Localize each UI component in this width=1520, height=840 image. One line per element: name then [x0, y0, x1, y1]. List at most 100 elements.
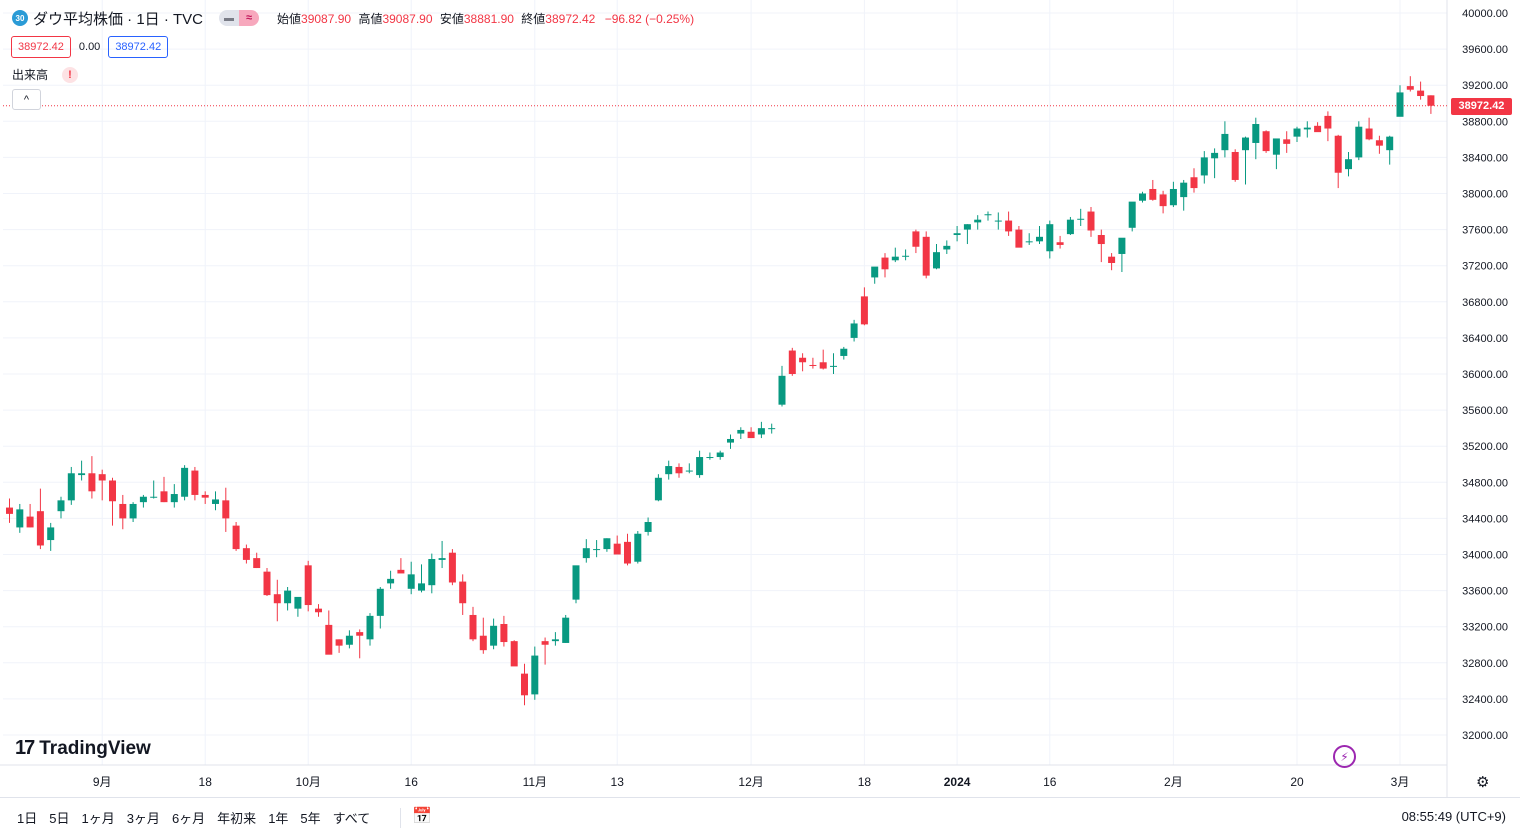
range-1y[interactable]: 1年	[268, 811, 289, 826]
y-tick-label: 40000.00	[1462, 8, 1508, 20]
candle-body	[428, 559, 436, 586]
candle-body	[98, 474, 106, 481]
warning-icon[interactable]: !	[62, 66, 79, 83]
candle-body	[1149, 188, 1157, 200]
candle-body	[1314, 125, 1322, 133]
candle-body	[1118, 237, 1126, 254]
x-tick-label: 16	[1043, 775, 1057, 789]
candle-body	[407, 574, 415, 589]
collapse-legend-button[interactable]: ^	[12, 89, 41, 110]
candle-body	[387, 578, 395, 584]
candle-body	[1077, 218, 1085, 220]
candle-body	[212, 499, 219, 504]
x-tick-label: 3月	[1391, 775, 1410, 789]
y-tick-label: 32800.00	[1462, 658, 1508, 670]
price-chart[interactable]: 32000.00 32400.00 32800.00 33200.00 33600.00…	[0, 0, 1520, 797]
lightning-icon[interactable]: ⚡	[1333, 745, 1356, 768]
candle-body	[109, 480, 116, 502]
candle-body	[222, 500, 230, 519]
y-tick-label: 38800.00	[1462, 116, 1508, 128]
settings-gear-icon[interactable]: ⚙	[1476, 774, 1490, 791]
candle-body	[294, 596, 302, 609]
change-value: −96.82 (−0.25%)	[604, 11, 695, 26]
sell-price-box[interactable]: 38972.42	[11, 36, 71, 58]
clock-timezone[interactable]: 08:55:49 (UTC+9)	[1401, 809, 1506, 824]
chart-type-toggle[interactable]: ▬ ≈	[219, 10, 260, 26]
calendar-goto-icon[interactable]: 📅	[412, 808, 432, 825]
close-value: 38972.42	[545, 11, 596, 26]
candle-body	[603, 538, 611, 550]
candle-body	[747, 431, 755, 439]
candle-body	[1200, 157, 1208, 176]
symbol-logo-icon[interactable]: 30	[12, 10, 28, 26]
open-label: 始値	[277, 11, 302, 26]
bottom-toolbar: 1日 5日 1ヶ月 3ヶ月 6ヶ月 年初来 1年 5年 すべて 📅 08:55:…	[0, 797, 1520, 840]
range-1d[interactable]: 1日	[17, 811, 38, 826]
tradingview-logo[interactable]: 17 TradingView	[15, 737, 151, 760]
candle-body	[624, 541, 631, 564]
candle-body	[150, 496, 158, 498]
candle-body	[994, 220, 1002, 222]
candle-body	[129, 503, 137, 519]
candle-body	[1283, 139, 1291, 144]
candle-body	[160, 491, 168, 503]
candle-body	[1005, 220, 1013, 232]
range-ytd[interactable]: 年初来	[217, 811, 257, 826]
candle-body	[799, 357, 807, 363]
range-1m[interactable]: 1ヶ月	[81, 811, 115, 826]
toolbar-divider	[400, 808, 401, 828]
candle-body	[521, 673, 528, 696]
approx-icon[interactable]: ≈	[239, 10, 260, 26]
range-5d[interactable]: 5日	[49, 811, 70, 826]
range-3m[interactable]: 3ヶ月	[126, 811, 160, 826]
x-tick-label: 2024	[944, 775, 971, 789]
range-all[interactable]: すべて	[332, 811, 371, 826]
buy-price-box[interactable]: 38972.42	[108, 36, 169, 58]
candle-body	[902, 255, 910, 257]
y-tick-label: 33600.00	[1462, 586, 1508, 598]
tradingview-mark-icon: 17	[15, 737, 35, 759]
candle-body	[953, 233, 961, 236]
range-5y[interactable]: 5年	[300, 811, 321, 826]
y-tick-label: 37200.00	[1462, 261, 1508, 273]
candle-body	[737, 429, 745, 434]
candle-body	[1355, 126, 1363, 158]
volume-label[interactable]: 出来高	[12, 68, 49, 82]
candle-body	[727, 438, 734, 443]
y-tick-label: 32000.00	[1462, 730, 1508, 742]
candle-body	[685, 470, 693, 472]
candle-body	[809, 364, 817, 366]
x-tick-label: 11月	[523, 775, 547, 789]
candle-body	[881, 257, 889, 270]
candle-body	[654, 477, 662, 501]
range-6m[interactable]: 6ヶ月	[171, 811, 206, 826]
x-tick-label: 9月	[93, 775, 112, 789]
y-tick-label: 32400.00	[1462, 694, 1508, 706]
candle-body	[943, 245, 951, 250]
close-label: 終値	[521, 11, 546, 26]
candle-body	[1221, 133, 1229, 151]
candle-body	[1242, 137, 1249, 151]
candle-body	[1262, 131, 1270, 152]
minus-icon[interactable]: ▬	[219, 10, 240, 26]
candle-body	[778, 375, 786, 405]
x-tick-label: 2月	[1164, 775, 1183, 789]
candle-body	[984, 214, 992, 216]
candle-body	[397, 569, 405, 574]
candle-body	[1406, 86, 1414, 90]
tradingview-name: TradingView	[39, 737, 151, 759]
candle-body	[582, 548, 590, 559]
symbol-title[interactable]: ダウ平均株価 · 1日 · TVC	[33, 10, 204, 28]
candle-body	[418, 583, 425, 591]
candle-body	[191, 470, 199, 495]
candle-body	[541, 641, 549, 645]
candle-body	[675, 466, 683, 474]
candle-body	[1066, 219, 1074, 235]
date-range-selector: 1日 5日 1ヶ月 3ヶ月 6ヶ月 年初来 1年 5年 すべて	[17, 808, 382, 827]
candle-body	[1169, 188, 1177, 206]
y-tick-label: 38000.00	[1462, 189, 1508, 201]
y-tick-label: 34800.00	[1462, 477, 1508, 489]
y-tick-label: 38400.00	[1462, 152, 1508, 164]
candle-body	[871, 266, 879, 278]
candle-body	[912, 231, 920, 247]
